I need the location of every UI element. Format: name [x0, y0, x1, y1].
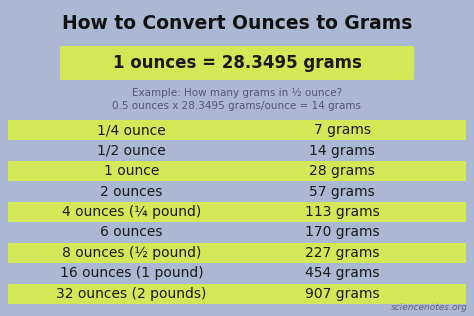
Text: 6 ounces: 6 ounces: [100, 225, 163, 240]
Text: 2 ounces: 2 ounces: [100, 185, 163, 198]
Text: 4 ounces (¼ pound): 4 ounces (¼ pound): [62, 205, 201, 219]
Text: 28 grams: 28 grams: [310, 164, 375, 178]
Text: 14 grams: 14 grams: [310, 144, 375, 158]
Text: 170 grams: 170 grams: [305, 225, 380, 240]
Text: 113 grams: 113 grams: [305, 205, 380, 219]
Text: 57 grams: 57 grams: [310, 185, 375, 198]
Text: How to Convert Ounces to Grams: How to Convert Ounces to Grams: [62, 14, 412, 33]
Text: 0.5 ounces x 28.3495 grams/ounce = 14 grams: 0.5 ounces x 28.3495 grams/ounce = 14 gr…: [112, 101, 362, 111]
Bar: [8, 243, 466, 263]
Bar: [8, 283, 466, 304]
Text: 454 grams: 454 grams: [305, 266, 380, 280]
Bar: [8, 202, 466, 222]
Text: 16 ounces (1 pound): 16 ounces (1 pound): [60, 266, 203, 280]
Text: Example: How many grams in ½ ounce?: Example: How many grams in ½ ounce?: [132, 88, 342, 98]
Text: 1 ounce: 1 ounce: [104, 164, 159, 178]
Text: sciencenotes.org: sciencenotes.org: [391, 303, 468, 312]
Text: 1/4 ounce: 1/4 ounce: [97, 123, 166, 137]
Text: 32 ounces (2 pounds): 32 ounces (2 pounds): [56, 287, 207, 301]
Text: 7 grams: 7 grams: [314, 123, 371, 137]
Text: 1 ounces = 28.3495 grams: 1 ounces = 28.3495 grams: [112, 54, 362, 72]
FancyBboxPatch shape: [60, 46, 414, 80]
Bar: [8, 120, 466, 140]
Bar: [8, 161, 466, 181]
Text: 227 grams: 227 grams: [305, 246, 380, 260]
Text: 8 ounces (½ pound): 8 ounces (½ pound): [62, 246, 201, 260]
Text: 907 grams: 907 grams: [305, 287, 380, 301]
Text: 1/2 ounce: 1/2 ounce: [97, 144, 166, 158]
